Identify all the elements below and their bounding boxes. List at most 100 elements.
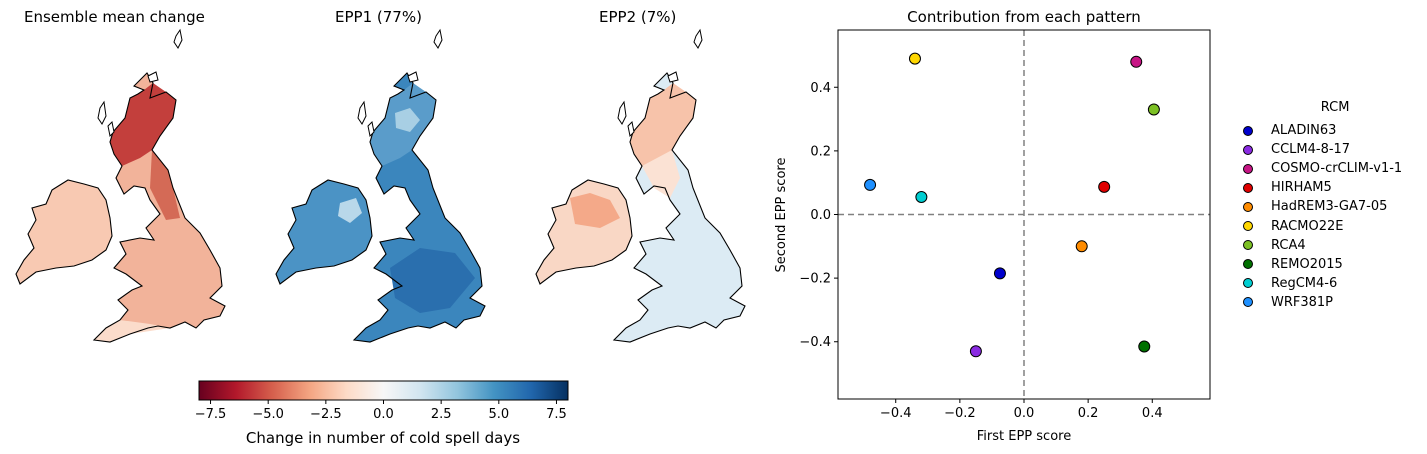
legend-title: RCM [1320,100,1350,115]
legend-item: COSMO-crCLIM-v1-1 [1238,159,1402,178]
map-shading-region [110,83,176,166]
map-epp2 [535,28,746,343]
point-racmo22e [908,52,921,65]
y-tick-label: 0.4 [810,81,831,96]
island-outline [433,28,443,49]
plot-area: −0.4 −0.2 0.0 0.2 0.4 −0.4 −0.2 0.0 0.2 0.4 [799,29,1211,421]
island-outline [173,28,183,49]
legend-marker [1243,240,1253,251]
legend-item: HIRHAM5 [1238,178,1402,197]
colorbar-label: Change in number of cold spell days [246,429,520,447]
legend: RCM ALADIN63 CCLM4-8-17 COSMO-crCLIM-v1-1 H… [1238,100,1402,312]
map-title-epp2: EPP2 (7%) [599,8,677,26]
map-ensemble-mean [15,28,226,343]
x-tick-label: −0.2 [944,406,976,421]
legend-label: RACMO22E [1271,218,1344,234]
coastline-britain [92,72,226,343]
legend-item: RCA4 [1238,236,1402,255]
colorbar-tick-label: −7.5 [195,407,227,422]
map-shading-region [390,248,475,313]
point-wrf381p [864,178,877,191]
map-title-ensemble-mean: Ensemble mean change [24,8,205,26]
x-tick-label: 0.0 [1014,406,1035,421]
map-shading-region [276,180,372,284]
point-aladin63 [993,267,1006,280]
legend-label: HadREM3-GA7-05 [1271,199,1388,215]
map-shading-region [570,193,620,228]
colorbar-tick-label: 5.0 [488,407,509,422]
island-outline [97,100,107,125]
point-remo2015 [1138,340,1151,353]
coastline-ireland [275,179,373,285]
map-shading-region [395,108,420,132]
colorbar-tick-label: −2.5 [310,407,342,422]
legend-item: RegCM4-6 [1238,274,1402,293]
coastline-ireland [535,179,633,285]
colorbar-tick-label: 0.0 [373,407,394,422]
legend-marker [1243,297,1253,308]
legend-label: REMO2015 [1271,256,1343,272]
colorbar-tick-label: 2.5 [431,407,452,422]
legend-marker [1243,201,1253,212]
colorbar-tick-label: −5.0 [252,407,284,422]
map-shading-region [338,198,362,223]
y-axis-label: Second EPP score [774,158,789,273]
legend-item: WRF381P [1238,293,1402,312]
map-title-epp1: EPP1 (77%) [335,8,422,26]
legend-marker [1243,221,1253,232]
legend-marker [1243,163,1253,174]
legend-label: RegCM4-6 [1271,275,1338,291]
coastline-britain [352,72,486,343]
legend-marker [1243,125,1253,136]
legend-marker [1243,278,1253,289]
legend-marker [1243,182,1253,193]
legend-marker [1243,144,1253,155]
legend-label: COSMO-crCLIM-v1-1 [1271,161,1403,177]
legend-label: HIRHAM5 [1271,180,1332,196]
legend-label: RCA4 [1271,237,1306,253]
point-cclm4-8-17 [969,345,982,358]
map-shading-region [94,320,170,342]
legend-marker [1243,259,1253,270]
coastline-ireland [15,179,113,285]
x-tick-label: 0.2 [1078,406,1099,421]
island-outline [617,100,627,125]
map-shading-region [16,180,112,284]
legend-item: HadREM3-GA7-05 [1238,197,1402,216]
y-tick-label: −0.2 [799,272,831,287]
colorbar: −7.5 −5.0 −2.5 0.0 2.5 5.0 7.5 Change in numbe… [195,380,569,447]
point-hadrem3-ga7-05 [1075,240,1088,253]
map-shading-region [642,150,680,198]
island-outline [367,120,375,138]
point-regcm4-6 [915,191,928,204]
legend-label: ALADIN63 [1271,123,1337,139]
map-shading-region [630,83,696,166]
y-tick-label: −0.4 [799,335,831,350]
point-hirham5 [1098,180,1111,193]
x-axis-label: First EPP score [977,429,1071,444]
point-rca4 [1147,103,1160,116]
x-tick-label: −0.4 [880,406,912,421]
colorbar-gradient [198,380,569,401]
island-outline [693,28,703,49]
legend-item: RACMO22E [1238,216,1402,235]
coastline-britain [612,72,746,343]
legend-item: ALADIN63 [1238,121,1402,140]
island-outline [147,71,159,83]
legend-item: REMO2015 [1238,255,1402,274]
legend-item: CCLM4-8-17 [1238,140,1402,159]
scatter-chart: Contribution from each pattern −0.4 −0.2 0… [774,8,1211,444]
y-tick-label: 0.0 [810,208,831,223]
map-epp1 [275,28,486,343]
island-outline [627,120,635,138]
y-tick-label: 0.2 [810,144,831,159]
point-cosmo-crclim-v1-1 [1130,55,1143,68]
island-outline [407,71,419,83]
colorbar-ticks: −7.5 −5.0 −2.5 0.0 2.5 5.0 7.5 [195,400,567,422]
island-outline [107,120,115,138]
island-outline [667,71,679,83]
island-outline [357,100,367,125]
chart-title: Contribution from each pattern [907,8,1141,26]
legend-label: WRF381P [1271,294,1334,310]
legend-label: CCLM4-8-17 [1271,142,1351,158]
